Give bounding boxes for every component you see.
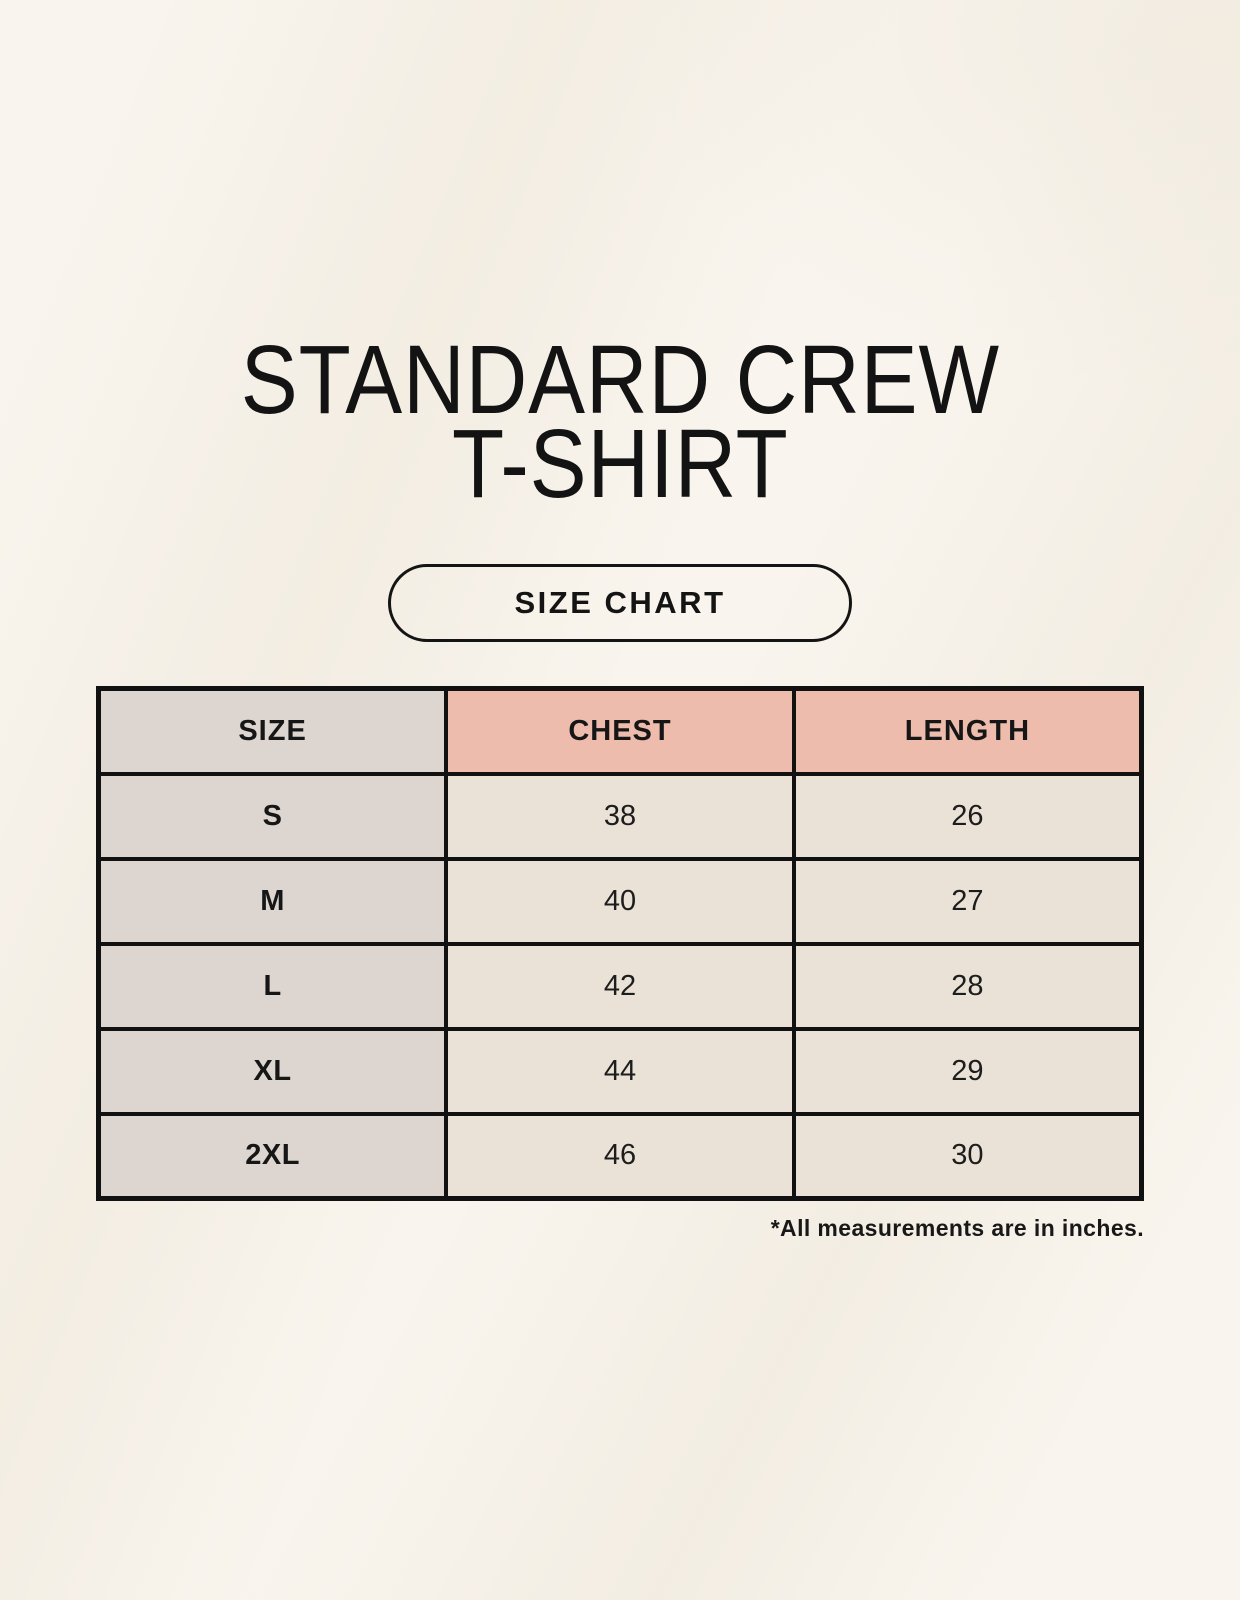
chest-cell: 46 xyxy=(444,1111,796,1201)
column-header-size: SIZE xyxy=(96,686,449,776)
measurements-footnote: *All measurements are in inches. xyxy=(770,1215,1144,1241)
size-chart-button[interactable]: SIZE CHART xyxy=(388,564,852,642)
size-cell: L xyxy=(96,941,449,1031)
column-header-length: LENGTH xyxy=(791,686,1144,776)
table-row-xl: XL 44 29 xyxy=(96,1026,1144,1116)
length-cell: 27 xyxy=(791,856,1144,946)
chest-cell: 42 xyxy=(444,941,796,1031)
size-chart-page: STANDARD CREW T-SHIRT SIZE CHART SIZE CH… xyxy=(96,325,1144,1242)
length-cell: 26 xyxy=(791,771,1144,861)
size-chart-table-container: SIZE CHEST LENGTH S 38 26 M 40 27 L xyxy=(96,686,1144,1242)
column-header-chest: CHEST xyxy=(444,686,796,776)
size-cell: XL xyxy=(96,1026,449,1116)
header-row: SIZE CHEST LENGTH xyxy=(96,686,1144,776)
length-cell: 29 xyxy=(791,1026,1144,1116)
chest-cell: 44 xyxy=(444,1026,796,1116)
size-chart-table: SIZE CHEST LENGTH S 38 26 M 40 27 L xyxy=(96,686,1144,1201)
size-cell: M xyxy=(96,856,449,946)
length-cell: 30 xyxy=(791,1111,1144,1201)
table-row-2xl: 2XL 46 30 xyxy=(96,1111,1144,1201)
size-chart-button-label: SIZE CHART xyxy=(514,585,726,620)
table-row-l: L 42 28 xyxy=(96,941,1144,1031)
table-row-s: S 38 26 xyxy=(96,771,1144,861)
length-cell: 28 xyxy=(791,941,1144,1031)
page-title-line2: T-SHIRT xyxy=(451,409,789,518)
size-cell: S xyxy=(96,771,449,861)
size-cell: 2XL xyxy=(96,1111,449,1201)
chest-cell: 40 xyxy=(444,856,796,946)
page-title-line1: STANDARD CREW xyxy=(240,325,1000,434)
page-title: STANDARD CREW T-SHIRT xyxy=(240,325,1000,518)
table-row-m: M 40 27 xyxy=(96,856,1144,946)
chest-cell: 38 xyxy=(444,771,796,861)
